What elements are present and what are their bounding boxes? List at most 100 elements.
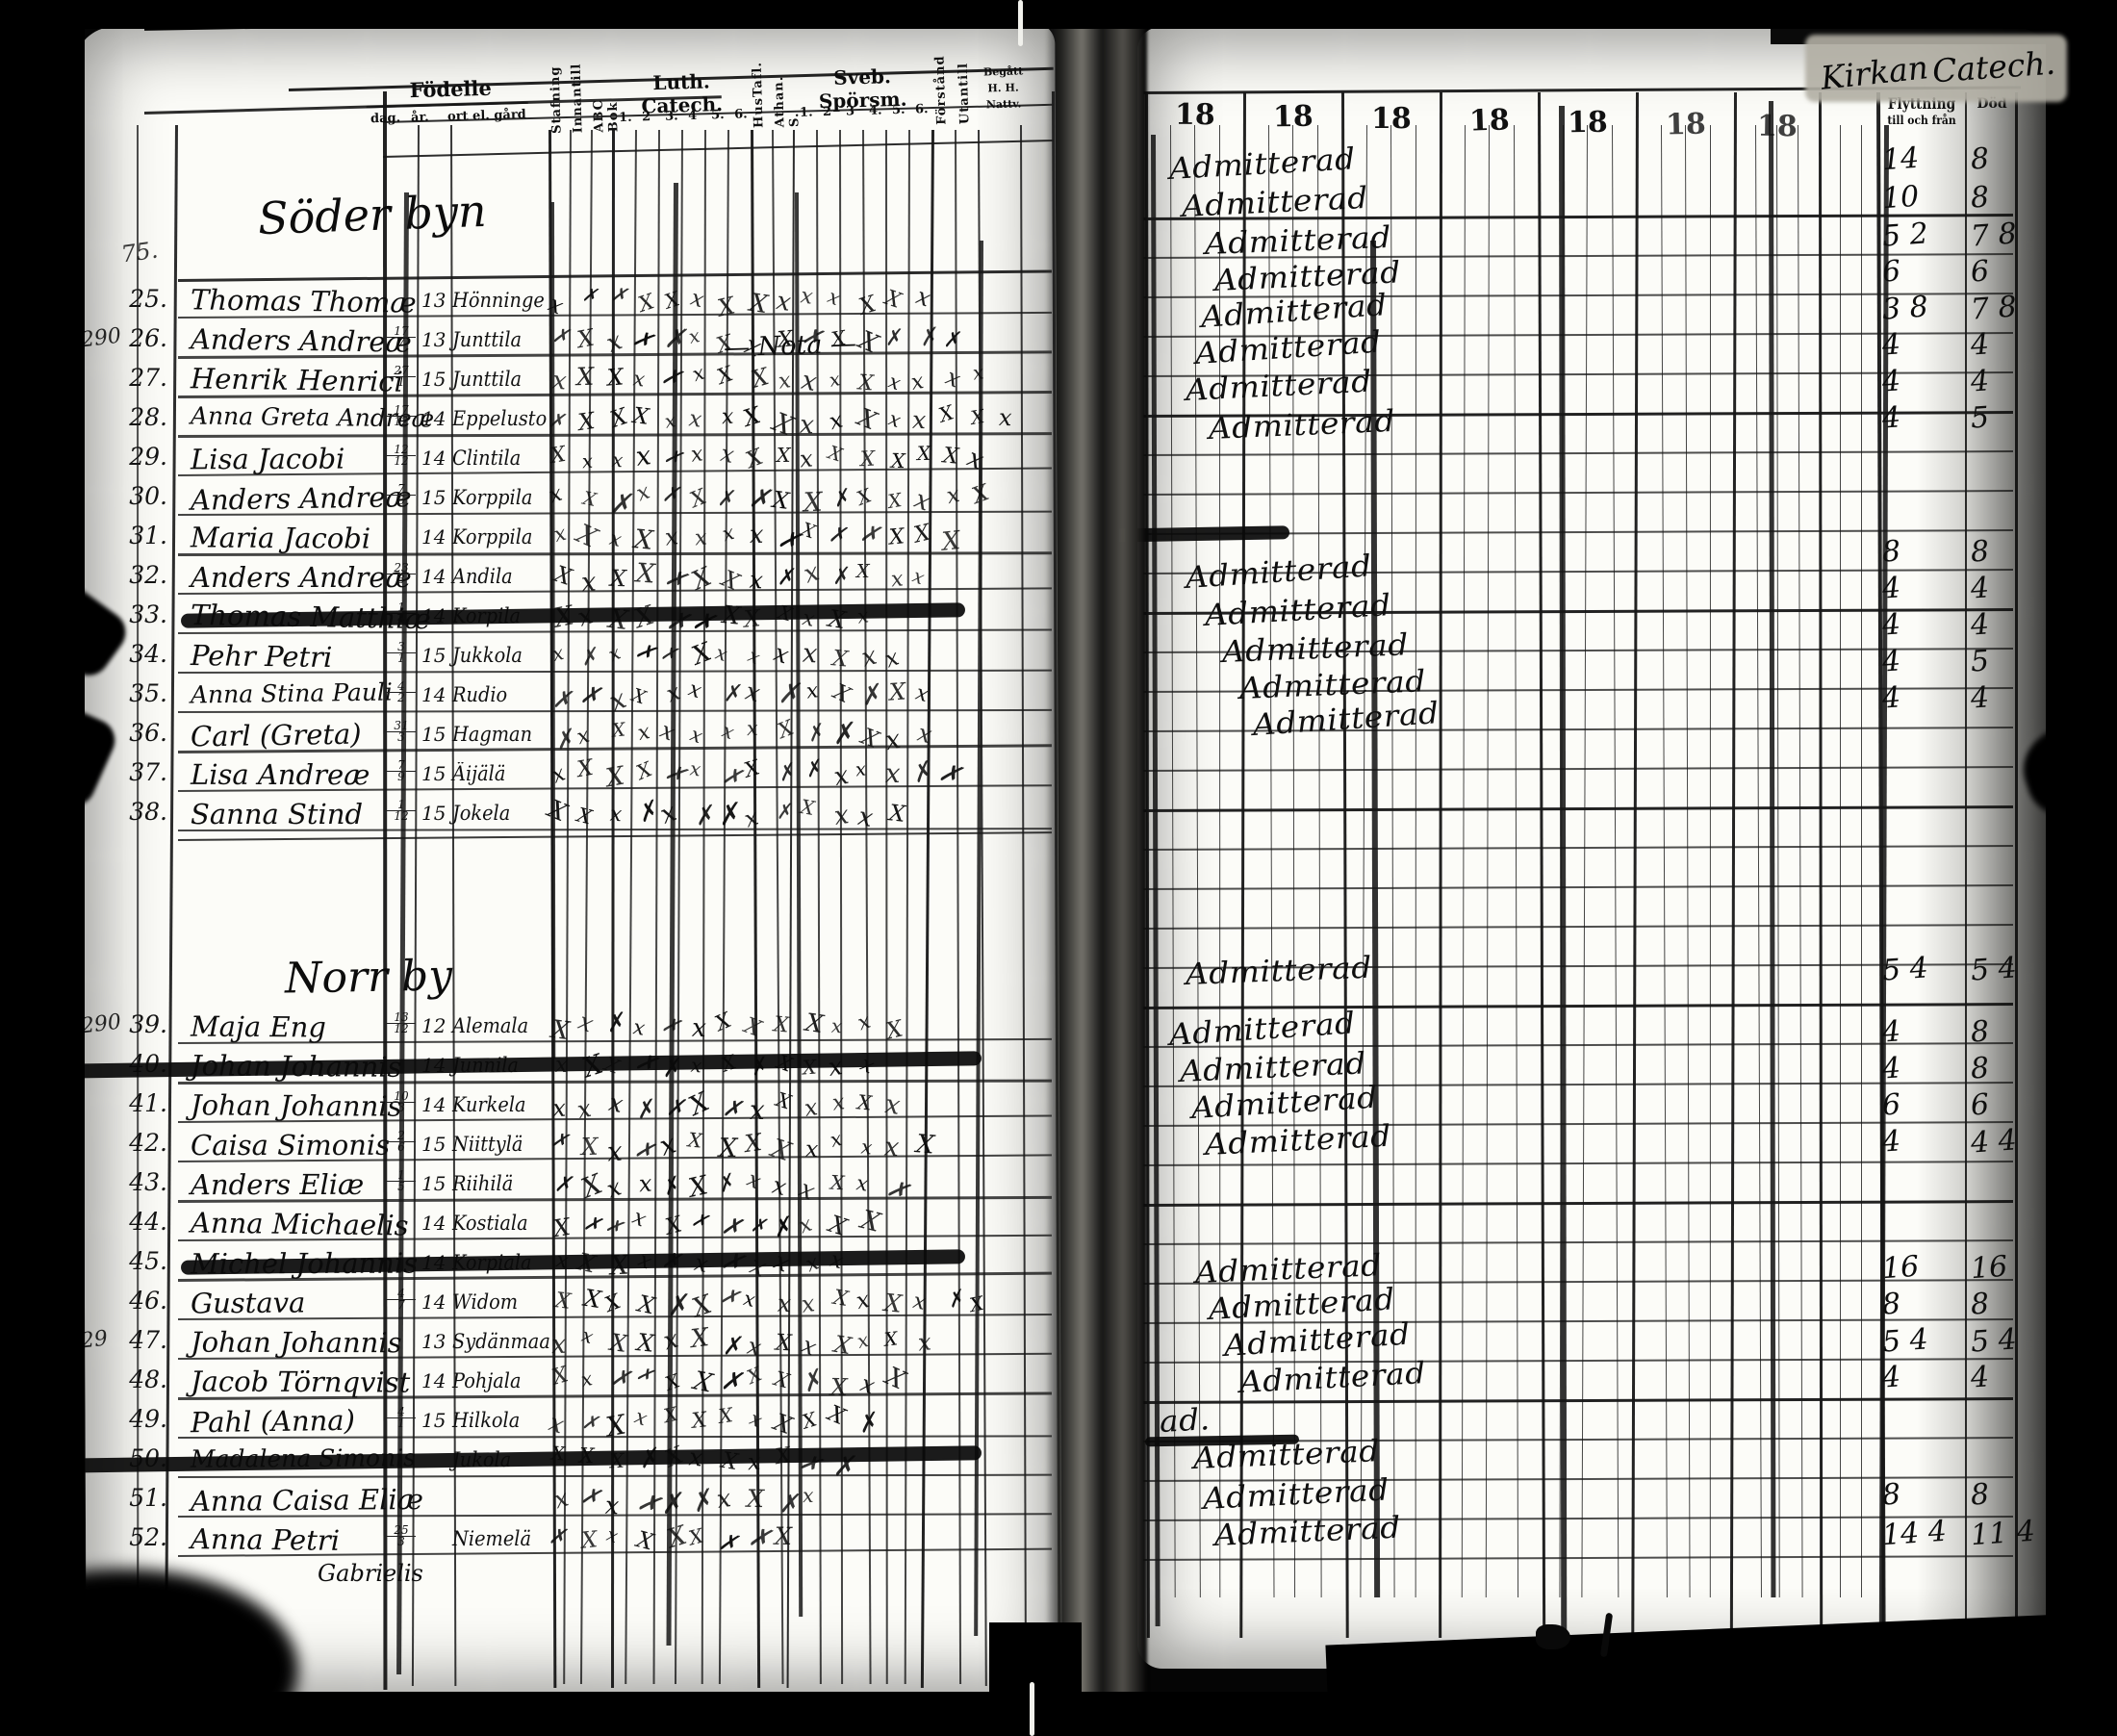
margin-smudge: 75. (119, 236, 160, 268)
year-header: 18 (1756, 109, 1798, 144)
check-mark: ✗ (749, 1213, 768, 1238)
moving-number: 4 (1880, 1051, 1902, 1086)
check-mark: x (917, 1328, 933, 1357)
margin-scribble: 290 (79, 1009, 123, 1039)
check-mark: X (719, 1133, 738, 1163)
birth-date: 27 1 (387, 365, 416, 388)
row-name: Pehr Petri (190, 638, 333, 675)
birth-year: 13 (421, 328, 446, 351)
row-number: 26. (129, 324, 167, 352)
row-number: 51. (129, 1484, 167, 1512)
moving-number: 16 (1880, 1249, 1921, 1287)
check-mark: x (804, 1135, 819, 1163)
moving-number: 4 (1880, 1360, 1902, 1395)
birth-year: 14 (421, 1212, 446, 1235)
check-mark: ✗ (552, 1171, 573, 1198)
check-mark: X (887, 799, 907, 829)
year-header: 18 (1567, 105, 1608, 140)
row-number: 28. (129, 403, 167, 431)
row-name: Henrik Henrici (190, 362, 404, 398)
row-name: Sanna Stind (190, 797, 364, 831)
check-mark: ✗ (663, 323, 686, 355)
birth-place: Jukkola (452, 644, 523, 667)
row-name: Anna Caisa Eliæ (190, 1482, 424, 1519)
marginal-note: — Nota — (723, 328, 857, 364)
birth-date: 23 3 (387, 562, 416, 585)
check-mark: x (749, 1093, 765, 1126)
check-mark: X (575, 406, 597, 436)
check-mark: X (631, 403, 650, 431)
row-name: Maja Eng (190, 1009, 327, 1044)
birth-place: Alemala (452, 1014, 529, 1037)
birth-year: 15 (421, 802, 446, 825)
row-number: 31. (129, 522, 167, 549)
row-name: Thomas Thomæ (190, 283, 417, 319)
check-mark: X (777, 444, 791, 468)
moving-number: 8 (1880, 534, 1902, 570)
birth-date: 31 3 (387, 720, 416, 743)
check-mark: X (632, 524, 654, 556)
sveb-col-5: 5. (891, 102, 905, 118)
grid-vline (1840, 125, 1842, 1597)
luth-col-3: 3. (664, 109, 678, 124)
row-number: 34. (129, 640, 167, 668)
sveb-col-2: 2 (822, 104, 832, 120)
check-mark: X (635, 558, 656, 590)
row-name: Caisa Simonis (190, 1128, 391, 1162)
check-mark: x (580, 567, 598, 599)
check-mark: x (998, 404, 1013, 432)
row-number: 35. (129, 679, 167, 707)
check-mark: X (553, 1288, 573, 1315)
row-number: 38. (129, 798, 167, 826)
check-mark: X (635, 1327, 656, 1358)
birth-place: Hagman (452, 723, 533, 746)
check-mark: X (831, 646, 850, 673)
birth-year: 12 (421, 1014, 446, 1037)
row-number: 27. (129, 364, 167, 392)
birth-place: Jokela (452, 802, 511, 825)
check-mark: x (749, 520, 764, 549)
birth-place: Riihilä (452, 1172, 514, 1195)
check-mark: ✗ (774, 799, 794, 825)
grid-vline (1709, 124, 1711, 1598)
moving-number: 4 (1880, 1014, 1902, 1050)
row-number: 45. (129, 1247, 167, 1275)
binding-thread-bottom (1030, 1682, 1034, 1736)
birth-year: 14 (421, 1093, 446, 1116)
row-number: 49. (129, 1405, 167, 1433)
row-number: 30. (129, 482, 167, 510)
check-mark: ✗ (548, 408, 567, 433)
check-mark: x (637, 1169, 653, 1198)
moving-number: 4 (1880, 680, 1902, 716)
birth-place: Andila (452, 565, 513, 588)
birth-column-group: Födelle (409, 75, 493, 103)
row-number: 33. (129, 600, 167, 628)
check-mark: x (803, 1483, 815, 1507)
moving-number: 10 (1880, 179, 1921, 217)
row-number: 52. (129, 1523, 167, 1551)
row-name-patronymic: Gabrielis (318, 1560, 423, 1587)
check-mark: X (609, 565, 627, 593)
year-header: 18 (1468, 103, 1511, 139)
row-number: 47. (129, 1326, 167, 1354)
check-mark: X (775, 1521, 793, 1550)
check-mark: X (746, 1485, 765, 1514)
birth-place: Junttila (452, 328, 523, 351)
birth-place: Junttila (452, 368, 523, 391)
birth-year: 13 (421, 1330, 446, 1353)
check-mark: ✗ (716, 486, 735, 512)
check-mark: ✗ (549, 323, 571, 349)
birth-date: 1 12 (387, 799, 416, 822)
check-mark: x (804, 678, 820, 705)
row-name: Anna Petri (190, 1522, 341, 1557)
corner-patch (1805, 35, 2067, 102)
moving-number: 4 (1880, 571, 1902, 606)
check-mark: x (747, 716, 759, 741)
birth-date: 17 7 (387, 325, 416, 348)
moving-number: 4 (1880, 364, 1902, 399)
check-mark: X (688, 1323, 711, 1355)
row-number: 41. (129, 1089, 167, 1117)
